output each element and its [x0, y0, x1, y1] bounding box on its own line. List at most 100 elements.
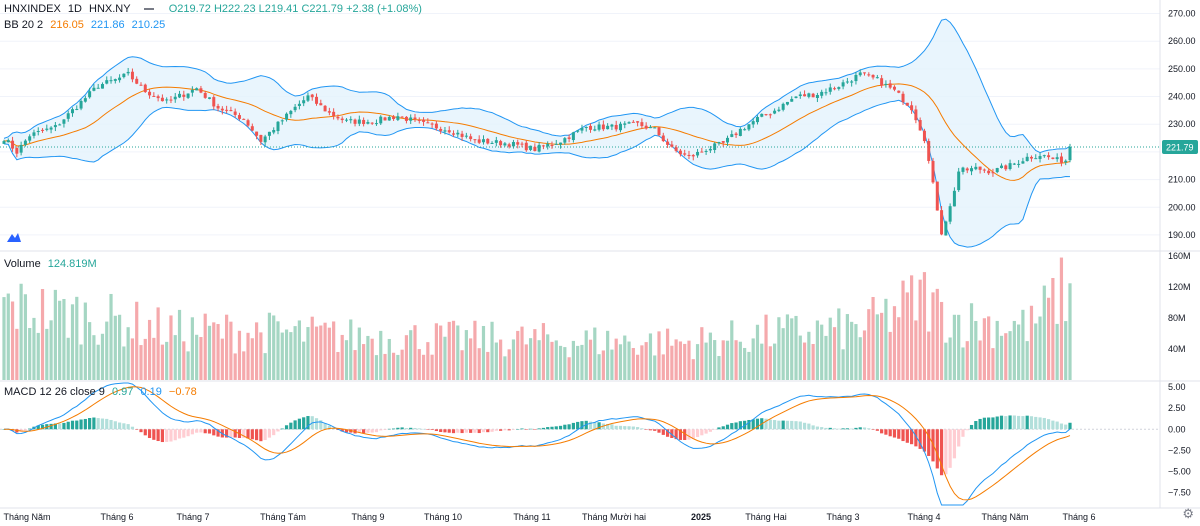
- bb-legend[interactable]: BB 20 2 216.05 221.86 210.25: [4, 18, 169, 32]
- candle-body: [1025, 156, 1029, 162]
- volume-bar: [991, 348, 995, 380]
- macd-hist-bar: [400, 427, 404, 430]
- candle-body: [1034, 158, 1038, 160]
- volume-bar: [490, 321, 494, 380]
- macd-legend[interactable]: MACD 12 26 close 9 0.97 0.19 −0.78: [4, 385, 201, 399]
- macd-hist-bar: [169, 429, 173, 442]
- volume-bar: [306, 327, 310, 380]
- volume-bar: [105, 321, 109, 380]
- candle-body: [88, 91, 92, 98]
- symbol-name[interactable]: HNXINDEX: [4, 3, 61, 15]
- candle: [511, 139, 515, 149]
- candle: [105, 76, 109, 85]
- candle-body: [237, 115, 241, 119]
- volume-bar: [212, 322, 216, 380]
- volume-bar: [708, 332, 712, 380]
- candle-body: [1068, 146, 1072, 161]
- macd-hist-bar: [70, 420, 75, 430]
- candle: [75, 105, 79, 111]
- macd-hist-bar: [820, 427, 824, 430]
- volume-bar: [700, 327, 704, 380]
- candle: [648, 125, 652, 129]
- volume-bar: [332, 321, 336, 380]
- volume-bar: [987, 316, 991, 380]
- macd-tick-label: 0.00: [1168, 424, 1186, 434]
- candle: [678, 148, 682, 157]
- candle: [83, 95, 87, 103]
- candle: [229, 106, 233, 112]
- macd-hist-bar: [1046, 419, 1051, 430]
- candle: [811, 92, 815, 98]
- macd-hist-bar: [845, 428, 849, 430]
- volume-bar: [409, 330, 413, 380]
- macd-hist-bar: [173, 429, 177, 441]
- collapse-icon[interactable]: [143, 8, 154, 11]
- interval-label[interactable]: 1D: [67, 3, 82, 15]
- volume-bar: [366, 335, 370, 380]
- macd-hist-bar: [588, 421, 593, 430]
- candle: [464, 132, 468, 139]
- volume-bar: [302, 341, 306, 380]
- volume-bar: [734, 340, 738, 380]
- candle-body: [96, 87, 100, 89]
- candle-body: [631, 121, 635, 123]
- candle: [888, 79, 892, 90]
- macd-hist-bar: [344, 429, 349, 433]
- macd-hist-bar: [892, 429, 897, 438]
- macd-hist-bar: [156, 429, 160, 442]
- candle: [567, 134, 571, 143]
- candle-body: [678, 150, 682, 155]
- candle: [653, 127, 657, 129]
- candle: [169, 96, 173, 104]
- macd-hist-bar: [357, 429, 361, 433]
- candle: [901, 91, 905, 105]
- candle: [148, 89, 152, 99]
- macd-hist-bar: [297, 418, 301, 430]
- gear-icon[interactable]: ⚙: [1182, 506, 1194, 521]
- bb-lower-value: 210.25: [131, 19, 166, 31]
- tradingview-logo-icon[interactable]: [6, 230, 22, 244]
- volume-bar: [421, 354, 426, 380]
- macd-hist-bar: [199, 429, 203, 433]
- candle-body: [948, 206, 952, 222]
- macd-hist-bar: [100, 418, 105, 430]
- volume-bar: [717, 356, 721, 380]
- candle-body: [661, 135, 665, 142]
- candle: [674, 145, 678, 153]
- candle: [41, 128, 45, 133]
- macd-hist-bar: [974, 421, 978, 430]
- macd-hist-bar: [858, 427, 862, 430]
- volume-bar: [225, 314, 229, 380]
- volume-bar: [216, 324, 220, 380]
- candle-body: [19, 144, 23, 153]
- volume-bar: [614, 338, 618, 380]
- macd-hist-bar: [704, 429, 708, 434]
- macd-hist-bar: [88, 418, 92, 430]
- candle: [430, 122, 434, 129]
- candle-body: [623, 123, 627, 125]
- candle: [456, 129, 460, 138]
- candle: [696, 148, 700, 158]
- candle-body: [815, 95, 819, 98]
- macd-hist-bar: [319, 420, 323, 430]
- volume-legend[interactable]: Volume 124.819M: [4, 257, 101, 271]
- candle: [533, 143, 537, 152]
- volume-bar: [464, 330, 468, 380]
- candle-body: [327, 111, 331, 113]
- candle: [537, 142, 541, 153]
- candle-body: [366, 122, 370, 124]
- candle-body: [970, 168, 974, 172]
- candle: [36, 127, 40, 136]
- volume-bar: [190, 317, 194, 380]
- candle-body: [511, 142, 515, 147]
- macd-hist-bar: [576, 421, 580, 430]
- candle-body: [657, 127, 661, 136]
- candle-body: [666, 141, 670, 145]
- candle: [396, 112, 400, 122]
- candle-body: [83, 98, 87, 102]
- candle: [957, 167, 961, 192]
- macd-hist-bar: [49, 423, 53, 430]
- candle: [910, 101, 914, 114]
- candle-body: [186, 93, 190, 98]
